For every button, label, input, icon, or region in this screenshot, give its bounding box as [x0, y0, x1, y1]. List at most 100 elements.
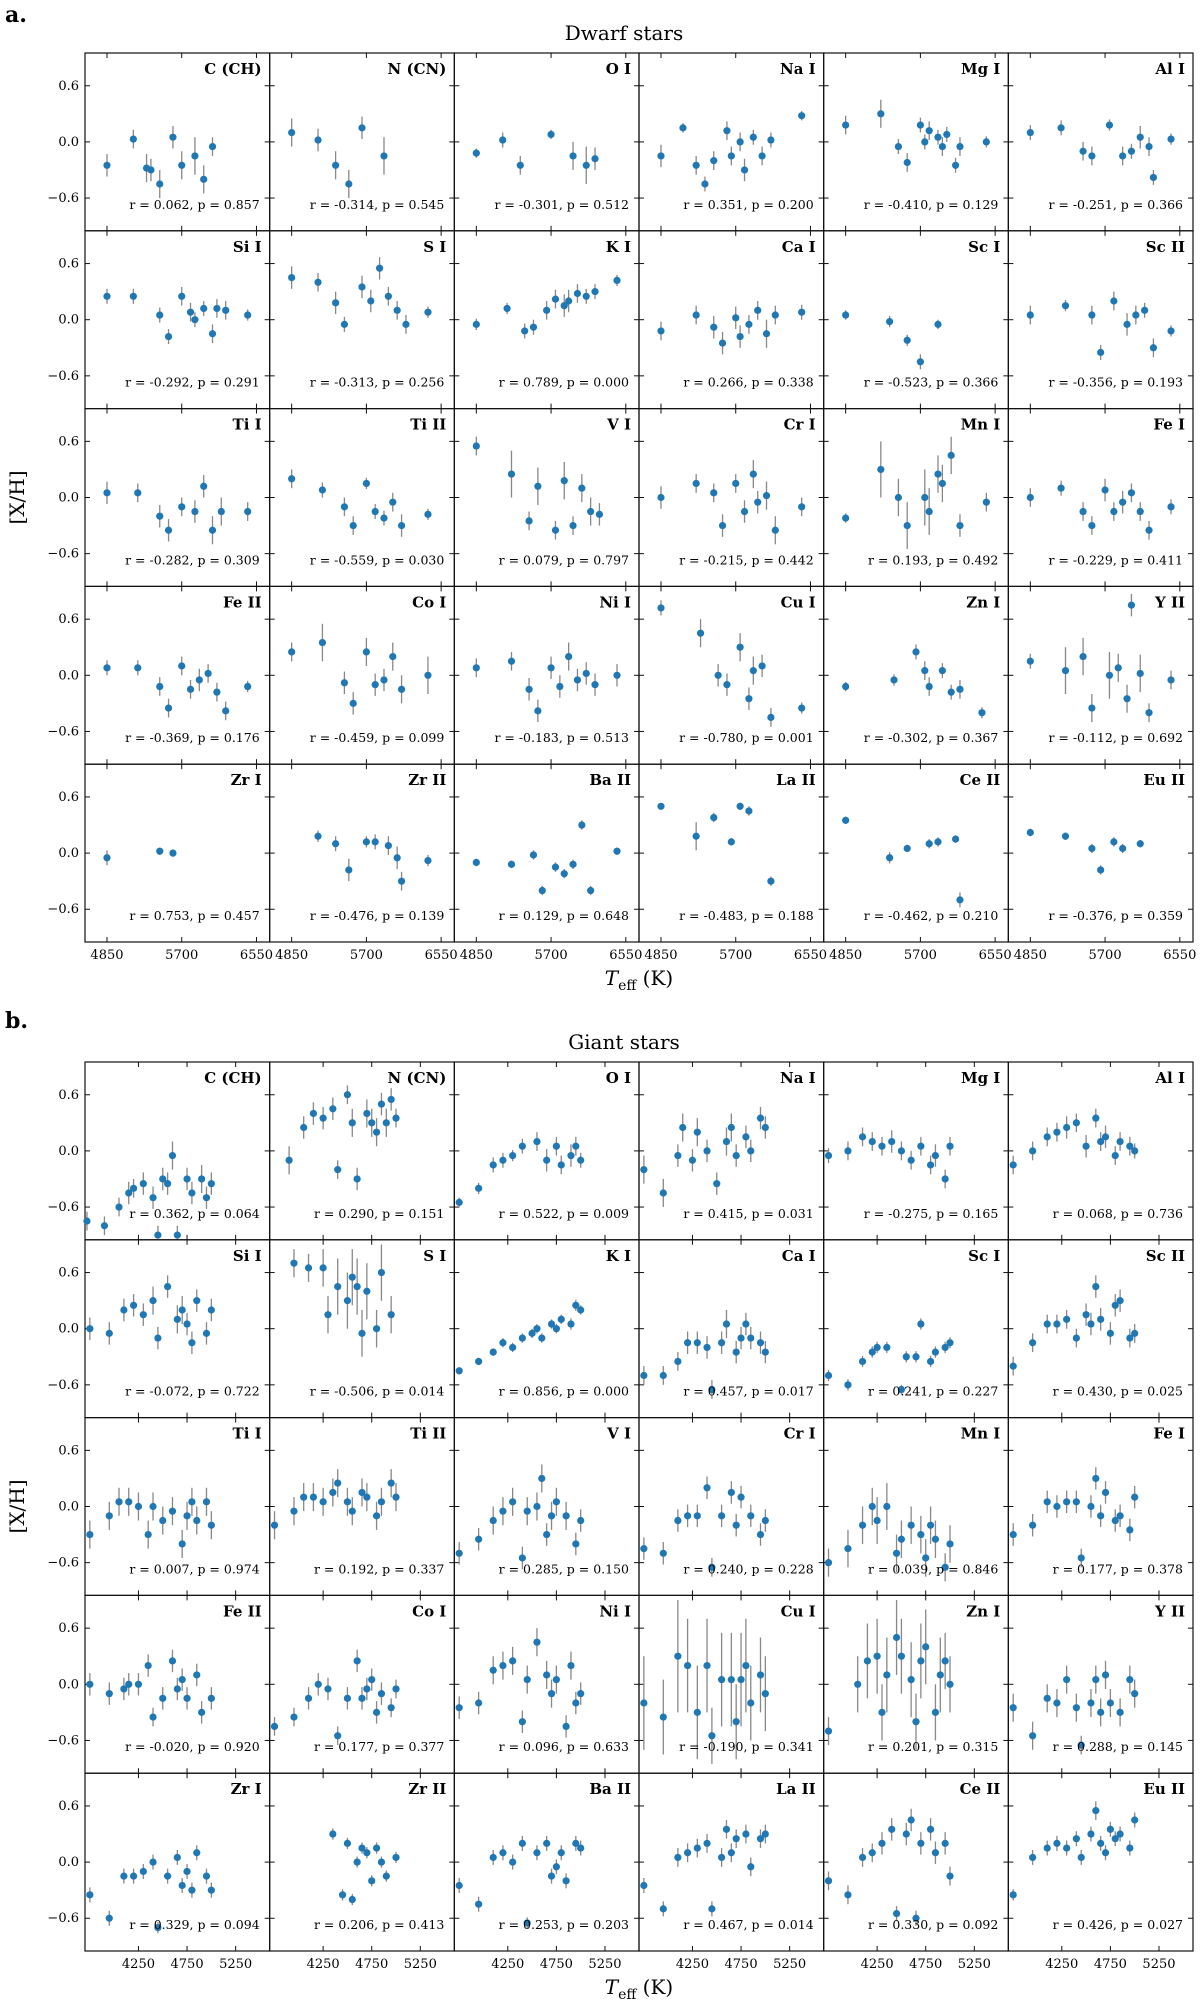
- giant-xtick-label: 4250: [122, 1957, 155, 1972]
- dwarf-k-i-point: [582, 292, 590, 300]
- giant-n-cn-subplot: N (CN) r = 0.290, p = 0.151: [269, 1061, 455, 1241]
- giant-zn-i-point: [931, 1708, 940, 1716]
- giant-c-ch-stats-label: r = 0.362, p = 0.064: [129, 1206, 259, 1221]
- giant-y-ii-point: [1043, 1694, 1051, 1702]
- dwarf-s-i-point: [393, 306, 401, 314]
- dwarf-y-ii-stats-label: r = -0.112, p = 0.692: [1048, 730, 1183, 745]
- giant-y-ii-point: [1072, 1704, 1080, 1712]
- giant-ytick-label: 0.0: [58, 1500, 79, 1515]
- dwarf-s-i-point: [332, 299, 340, 307]
- dwarf-si-i-point: [103, 292, 111, 300]
- giant-ytick-label: 0.0: [58, 1677, 79, 1692]
- giant-ytick-label: 0.0: [58, 1855, 79, 1870]
- dwarf-s-i-subplot: S I r = -0.313, p = 0.256: [269, 230, 455, 410]
- dwarf-mg-i-point: [934, 133, 942, 141]
- giant-ti-i-point: [125, 1498, 133, 1506]
- giant-ce-ii-point: [878, 1839, 886, 1847]
- giant-al-i-point: [1131, 1147, 1139, 1155]
- giant-ce-ii-point: [858, 1853, 867, 1862]
- giant-co-i-point: [363, 1685, 371, 1693]
- giant-ytick-label: 0.6: [58, 1621, 79, 1636]
- giant-cu-i-element-label: Cu I: [781, 1602, 816, 1620]
- dwarf-xlabel: Teff (K): [605, 966, 673, 994]
- giant-v-i-point: [509, 1498, 517, 1506]
- dwarf-c-ch-point: [147, 166, 155, 174]
- dwarf-xtick-label: 6550: [240, 948, 273, 963]
- dwarf-fe-i-point: [1026, 493, 1034, 502]
- giant-ni-i-point: [499, 1661, 507, 1670]
- giant-na-i-point: [761, 1123, 769, 1132]
- dwarf-cu-i-stats-label: r = -0.780, p = 0.001: [679, 730, 814, 745]
- dwarf-xtick-label: 5700: [535, 948, 568, 963]
- giant-la-ii-point: [674, 1853, 682, 1862]
- dwarf-y-ii-point: [1114, 664, 1122, 672]
- giant-eu-ii-point: [1106, 1825, 1114, 1833]
- giant-ce-ii-point: [912, 1914, 920, 1922]
- giant-eu-ii-point: [1072, 1835, 1080, 1843]
- dwarf-ti-i-stats-label: r = -0.282, p = 0.309: [125, 552, 260, 567]
- dwarf-zr-ii-point: [424, 856, 432, 865]
- giant-fe-i-point: [1111, 1516, 1119, 1525]
- giant-cr-i-element-label: Cr I: [784, 1425, 816, 1443]
- giant-zr-i-point: [86, 1891, 94, 1899]
- giant-fe-i-point: [1043, 1498, 1051, 1506]
- giant-v-i-point: [543, 1530, 551, 1539]
- dwarf-n-cn-subplot: N (CN) r = -0.314, p = 0.545: [269, 52, 455, 232]
- giant-ti-ii-point: [343, 1498, 352, 1506]
- giant-si-i-element-label: Si I: [233, 1247, 262, 1265]
- dwarf-na-i-point: [701, 180, 709, 188]
- giant-zr-ii-point: [343, 1839, 352, 1847]
- giant-s-i-element-label: S I: [423, 1247, 446, 1265]
- giant-c-ch-point: [159, 1175, 167, 1183]
- giant-s-i-point: [304, 1264, 313, 1272]
- dwarf-sc-i-point: [903, 336, 911, 344]
- giant-o-i-point: [489, 1161, 497, 1169]
- giant-ti-i-point: [193, 1516, 201, 1525]
- dwarf-cu-i-subplot: Cu I r = -0.780, p = 0.001: [638, 585, 825, 765]
- dwarf-ca-i-point: [736, 332, 744, 341]
- giant-ti-i-point: [207, 1521, 215, 1529]
- giant-ylabel: [X/H]: [5, 1479, 29, 1533]
- dwarf-xtick-label: 6550: [794, 948, 827, 963]
- dwarf-si-i-subplot: 0.6 0.0 −0.6 Si I r = -0.292, p = 0.291: [47, 230, 271, 410]
- giant-o-i-point: [577, 1156, 585, 1164]
- dwarf-mg-i-point: [842, 121, 850, 129]
- dwarf-zr-ii-point: [384, 842, 392, 850]
- giant-sc-ii-element-label: Sc II: [1146, 1247, 1185, 1265]
- dwarf-si-i-point: [164, 332, 173, 341]
- giant-ca-i-point: [659, 1371, 667, 1380]
- dwarf-ti-ii-element-label: Ti II: [410, 416, 446, 434]
- giant-cu-i-point: [640, 1699, 648, 1707]
- dwarf-y-ii-point: [1136, 669, 1144, 678]
- dwarf-na-i-point: [710, 157, 718, 165]
- giant-la-ii-point: [708, 1905, 716, 1913]
- dwarf-xtick-label: 4850: [829, 948, 862, 963]
- dwarf-ni-i-point: [525, 685, 533, 693]
- dwarf-mg-i-point: [921, 138, 929, 146]
- dwarf-zr-ii-point: [332, 840, 340, 848]
- dwarf-eu-ii-point: [1110, 838, 1118, 846]
- dwarf-sc-i-element-label: Sc I: [968, 238, 1000, 256]
- giant-n-cn-point: [319, 1114, 327, 1122]
- dwarf-ti-i-point: [134, 489, 142, 497]
- giant-sc-ii-point: [1126, 1334, 1134, 1342]
- giant-cr-i-point: [727, 1488, 735, 1497]
- giant-v-i-point: [547, 1512, 556, 1520]
- giant-zn-i-point: [878, 1708, 886, 1716]
- giant-zr-i-point: [154, 1924, 162, 1932]
- giant-y-ii-point: [1131, 1690, 1139, 1698]
- giant-mn-i-point: [917, 1530, 925, 1539]
- giant-al-i-point: [1101, 1133, 1110, 1141]
- giant-ti-i-point: [144, 1530, 152, 1539]
- dwarf-ni-i-point: [534, 707, 542, 715]
- dwarf-zr-i-element-label: Zr I: [231, 771, 262, 789]
- dwarf-co-i-subplot: Co I r = -0.459, p = 0.099: [269, 585, 455, 765]
- giant-cr-i-point: [659, 1549, 667, 1557]
- giant-mg-i-point: [917, 1142, 925, 1150]
- giant-zr-i-point: [105, 1914, 113, 1922]
- giant-cr-i-subplot: Cr I r = 0.240, p = 0.228: [638, 1416, 825, 1596]
- dwarf-si-i-point: [178, 292, 186, 300]
- giant-stars-grid: 0.6 0.0 −0.6 C (CH) r = 0.362, p = 0.064 N (C…: [5, 1061, 1194, 2001]
- dwarf-ytick-label: 0.6: [58, 257, 79, 272]
- giant-zr-ii-point: [358, 1844, 366, 1852]
